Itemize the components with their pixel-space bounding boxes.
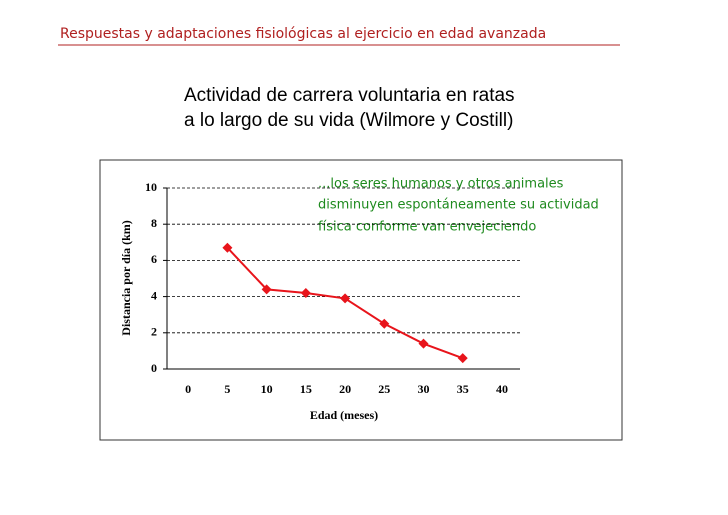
- chart-frame: [99, 159, 623, 441]
- point: [340, 293, 351, 304]
- y-tick-label: 10: [145, 180, 157, 194]
- chart-title: Actividad de carrera voluntaria en ratas: [184, 85, 515, 106]
- y-axis-label: Distancia por día (km): [119, 220, 133, 335]
- y-tick-label: 8: [151, 216, 157, 230]
- y-tick-label: 6: [151, 252, 157, 266]
- header: Respuestas y adaptaciones fisiológicas a…: [60, 26, 546, 42]
- x-tick-label: 5: [224, 382, 230, 396]
- x-tick-label: 0: [185, 382, 191, 396]
- point: [300, 287, 311, 298]
- x-tick-label: 30: [418, 382, 430, 396]
- x-tick-label: 20: [339, 382, 351, 396]
- y-tick-label: 4: [151, 288, 157, 302]
- point: [261, 284, 272, 295]
- annotation: ...los seres humanos y otros animales: [318, 177, 564, 192]
- y-tick-label: 2: [151, 325, 157, 339]
- x-tick-label: 35: [457, 382, 469, 396]
- point: [379, 318, 390, 329]
- x-tick-label: 15: [300, 382, 312, 396]
- y-tick-label: 0: [151, 361, 157, 375]
- point: [457, 353, 468, 364]
- x-tick-label: 40: [496, 382, 508, 396]
- annotation: física conforme van envejeciendo: [318, 220, 536, 235]
- x-tick-label: 25: [378, 382, 390, 396]
- chart-title: a lo largo de su vida (Wilmore y Costill…: [184, 110, 513, 131]
- x-tick-label: 10: [261, 382, 273, 396]
- annotation: disminuyen espontáneamente su actividad: [318, 198, 599, 213]
- x-axis-label: Edad (meses): [310, 408, 378, 422]
- point: [418, 338, 429, 349]
- point: [222, 242, 233, 253]
